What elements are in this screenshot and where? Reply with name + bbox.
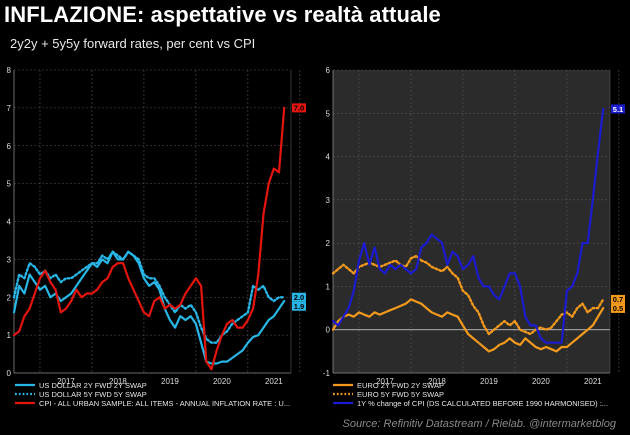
x-tick-label: 2018: [428, 377, 446, 386]
y-tick-label: 8: [7, 66, 12, 75]
y-tick-label: 5: [7, 180, 12, 189]
y-tick-label: 6: [7, 142, 12, 151]
y-tick-label: 3: [326, 196, 331, 205]
end-value-box: [292, 103, 306, 113]
chart-panel-right: -1 0 1 2 3 4 5 6 2017 2018 2019 2020 2021 5.1 0.70.5 EU…: [323, 66, 625, 408]
end-value-label: 5.1: [613, 105, 623, 114]
legend-label: CPI - ALL URBAN SAMPLE: ALL ITEMS - ANNU…: [39, 399, 290, 408]
y-tick-label: 6: [326, 66, 331, 75]
y-tick-label: 1: [7, 331, 12, 340]
series-line-us-2: [12, 106, 286, 371]
series-line-eu-2: [331, 107, 605, 344]
x-tick-label: 2019: [480, 377, 498, 386]
y-tick-label: 1: [326, 282, 331, 291]
y-tick-label: 3: [7, 255, 12, 264]
end-value-label: 2.0: [294, 293, 304, 302]
end-value-box: [292, 301, 306, 311]
legend-label: US DOLLAR 2Y FWD 2Y SWAP: [39, 381, 147, 390]
end-value-label: 1.9: [294, 302, 304, 311]
legend-label: EURO 2Y FWD 2Y SWAP: [357, 381, 444, 390]
x-tick-label: 2020: [532, 377, 550, 386]
x-tick-label: 2017: [57, 377, 75, 386]
y-tick-label: 2: [326, 239, 331, 248]
chart-title: INFLAZIONE: aspettative vs realtà attual…: [4, 2, 441, 27]
end-value-box: [611, 303, 625, 313]
x-tick-label: 2019: [161, 377, 179, 386]
series-line-us-1: [12, 250, 286, 344]
x-tick-label: 2017: [376, 377, 394, 386]
chart-subtitle: 2y2y + 5y5y forward rates, per cent vs C…: [10, 36, 256, 51]
x-tick-label: 2021: [584, 377, 602, 386]
y-tick-label: 0: [326, 326, 331, 335]
end-value-box: [292, 292, 306, 302]
legend-label: EURO 5Y FWD 5Y SWAP: [357, 390, 444, 399]
legend-label: 1Y % change of CPI (DS CALCULATED BEFORE…: [357, 399, 608, 408]
y-tick-label: -1: [323, 369, 331, 378]
legend-label: US DOLLAR 5Y FWD 5Y SWAP: [39, 390, 147, 399]
source-note: Source: Refinitiv Datastream / Rielab. @…: [342, 418, 616, 430]
x-tick-label: 2021: [265, 377, 283, 386]
y-tick-label: 7: [7, 104, 12, 113]
chart-panel-left: 0 1 2 3 4 5 6 7 8 2017 2018 2019 2020 2021 7.0 2.01.9 US…: [7, 66, 306, 408]
y-tick-label: 5: [326, 109, 331, 118]
end-value-label: 0.7: [613, 295, 623, 304]
y-tick-label: 4: [7, 218, 12, 227]
x-tick-label: 2018: [109, 377, 127, 386]
panel-shading: [333, 70, 610, 373]
series-line-us-0: [12, 250, 286, 365]
end-value-box: [611, 104, 625, 114]
end-value-box: [611, 294, 625, 304]
y-tick-label: 0: [7, 369, 12, 378]
x-tick-label: 2020: [213, 377, 231, 386]
end-value-label: 7.0: [294, 104, 304, 113]
series-line-eu-0: [331, 298, 605, 353]
end-value-label: 0.5: [613, 304, 623, 313]
y-tick-label: 4: [326, 153, 331, 162]
y-tick-label: 2: [7, 293, 12, 302]
